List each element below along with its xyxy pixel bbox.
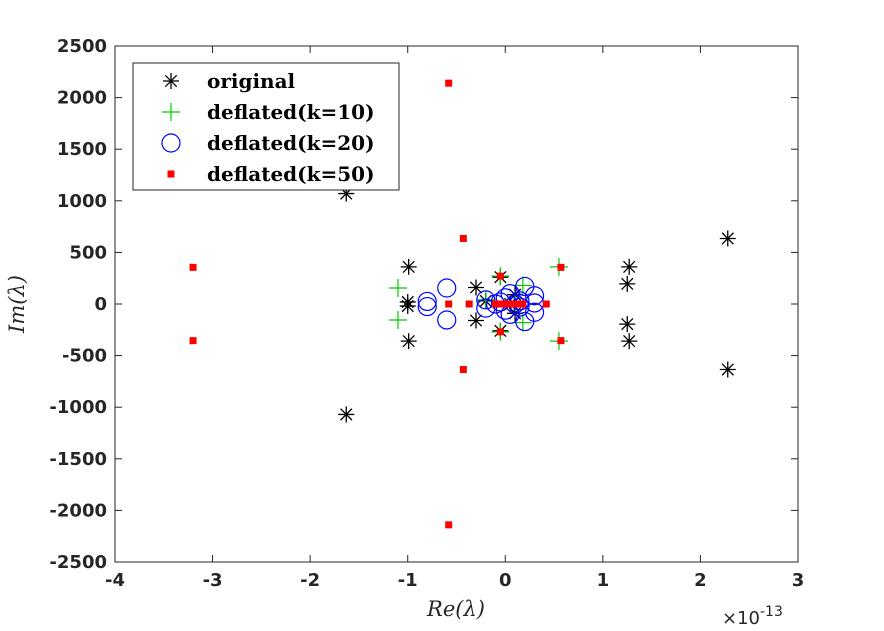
legend-symbol-square	[167, 170, 175, 178]
point-square-series-3	[513, 300, 521, 308]
point-square-series-3	[445, 79, 453, 87]
point-plus-series-1	[388, 310, 407, 329]
y-tick-label: 1000	[57, 191, 107, 212]
point-circle-series-2	[417, 296, 437, 317]
point-square-series-3	[542, 300, 550, 308]
point-square-series-3	[189, 263, 197, 271]
legend-label: deflated(k=10)	[207, 100, 375, 124]
point-square-series-3	[459, 366, 467, 374]
point-asterisk-series-0	[399, 298, 416, 315]
point-plus-series-1	[513, 313, 532, 332]
x-tick-label: -2	[300, 570, 320, 591]
point-square-series-3	[496, 300, 504, 308]
point-square-series-3	[445, 300, 453, 308]
point-square-series-3	[459, 234, 467, 242]
y-tick-label: 2000	[57, 88, 107, 109]
point-square-series-3	[465, 300, 473, 308]
point-circle-series-2	[476, 290, 496, 310]
point-circle-series-2	[417, 291, 437, 312]
y-tick-label: 2500	[57, 36, 107, 57]
point-square-series-3	[557, 337, 565, 345]
point-square-series-3	[509, 300, 517, 308]
x-tick-label: -1	[398, 570, 418, 591]
x-tick-label: 2	[694, 570, 707, 591]
y-tick-label: -2500	[49, 552, 107, 573]
legend-symbol-asterisk	[163, 73, 179, 89]
point-circle-series-2	[437, 278, 457, 298]
y-axis-label: Im(λ)	[5, 275, 29, 334]
x-multiplier-exponent: -13	[760, 604, 783, 620]
legend-label: deflated(k=20)	[207, 131, 375, 155]
point-square-series-3	[557, 263, 565, 271]
data-marks	[189, 79, 736, 529]
y-tick-label: -2000	[49, 500, 107, 521]
point-asterisk-series-0	[621, 333, 638, 350]
x-multiplier-base: ×10	[722, 608, 760, 629]
point-asterisk-series-0	[400, 258, 417, 275]
point-square-series-3	[492, 300, 500, 308]
legend-label: deflated(k=50)	[207, 162, 375, 186]
y-tick-label: -1500	[49, 449, 107, 470]
y-tick-label: -1000	[49, 397, 107, 418]
x-tick-label: 1	[597, 570, 610, 591]
point-asterisk-series-0	[338, 406, 355, 423]
point-asterisk-series-0	[619, 275, 636, 292]
point-plus-series-1	[513, 276, 532, 295]
x-tick-label: -3	[203, 570, 223, 591]
point-asterisk-series-0	[619, 316, 636, 333]
legend: original deflated(k=10) deflated(k=20) defl…	[132, 62, 400, 191]
legend-box	[132, 62, 400, 191]
y-tick-label: 1500	[57, 139, 107, 160]
x-tick-label: 3	[792, 570, 805, 591]
point-asterisk-series-0	[468, 312, 485, 329]
point-square-series-3	[445, 521, 453, 529]
point-asterisk-series-0	[719, 361, 736, 378]
x-axis-label: Re(λ)	[426, 597, 485, 621]
point-asterisk-series-0	[719, 230, 736, 247]
point-circle-series-2	[476, 298, 496, 318]
y-tick-label: -500	[62, 346, 107, 367]
svg-text:×10-13: ×10-13	[722, 604, 783, 629]
point-asterisk-series-0	[621, 258, 638, 275]
legend-symbol-plus	[162, 103, 180, 121]
tick-layer: -4 -3 -2 -1 0 1 2 3 -2500 -2000 -1500 -1000 -500 0 500…	[49, 36, 804, 591]
legend-label: original	[207, 69, 296, 93]
y-tick-label: 0	[94, 294, 107, 315]
x-tick-label: 0	[499, 570, 512, 591]
point-square-series-3	[189, 337, 197, 345]
y-tick-label: 500	[69, 242, 107, 263]
point-square-series-3	[496, 272, 504, 280]
point-square-series-3	[519, 300, 527, 308]
point-plus-series-1	[388, 279, 407, 298]
point-asterisk-series-0	[468, 279, 485, 296]
point-circle-series-2	[437, 310, 457, 330]
point-circle-series-2	[524, 286, 545, 306]
point-asterisk-series-0	[400, 333, 417, 350]
legend-symbol-circle	[161, 133, 181, 153]
point-circle-series-2	[524, 302, 545, 322]
x-multiplier: ×10-13	[722, 604, 783, 629]
x-tick-label: -4	[105, 570, 125, 591]
point-square-series-3	[496, 328, 504, 336]
point-square-series-3	[501, 300, 509, 308]
